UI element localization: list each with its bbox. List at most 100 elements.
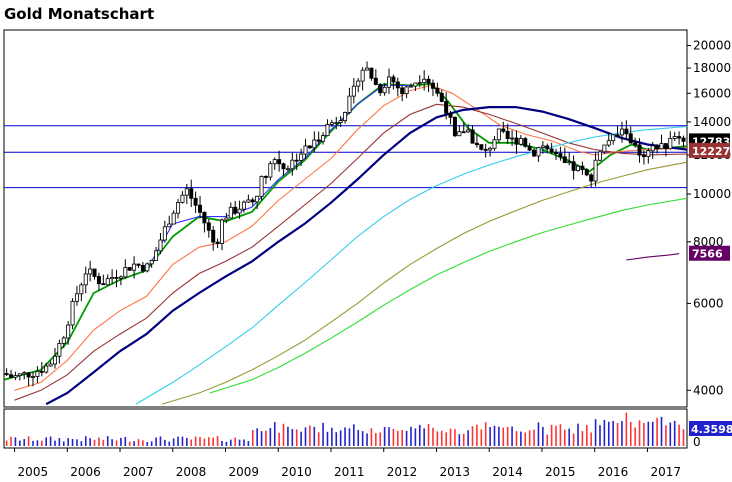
volume-bar <box>458 434 461 446</box>
last-value-tag-bg <box>689 245 730 261</box>
volume-bar <box>23 439 26 446</box>
volume-bar <box>282 423 285 446</box>
candle-body <box>435 87 440 94</box>
candle-body <box>219 219 224 244</box>
candle-body <box>167 223 172 228</box>
volume-bar <box>577 423 579 446</box>
volume-bar <box>238 439 241 446</box>
x-tick-label: 2013 <box>439 465 470 479</box>
candle-body <box>677 136 682 139</box>
y-tick-label: 4000 <box>693 383 724 397</box>
candle-body <box>294 159 299 162</box>
x-tick-label: 2017 <box>650 465 681 479</box>
y-tick-label: 8000 <box>693 235 724 249</box>
volume-indicator-bg <box>689 421 732 436</box>
volume-bar <box>634 427 636 446</box>
volume-bar <box>375 433 377 446</box>
volume-bar <box>590 432 592 446</box>
candle-body <box>338 120 343 123</box>
candle-body <box>250 199 255 203</box>
volume-frame <box>3 408 688 449</box>
candle-body <box>584 169 589 176</box>
volume-bar <box>150 441 153 446</box>
volume-bar <box>528 430 531 446</box>
volume-bar <box>348 428 351 446</box>
volume-bar <box>27 436 30 446</box>
candle-body <box>593 159 598 182</box>
moving-average-line <box>3 83 688 381</box>
candle-body <box>488 147 493 151</box>
candle-body <box>193 197 198 206</box>
candle-body <box>35 370 40 377</box>
volume-bar <box>489 427 491 446</box>
candle-body <box>211 229 216 243</box>
candle-body <box>536 147 541 157</box>
candle-body <box>255 195 260 203</box>
volume-bar <box>537 422 540 446</box>
candle-body <box>48 363 53 367</box>
chart-title: Gold Monatschart <box>4 5 154 23</box>
candle-body <box>127 267 132 271</box>
candle-body <box>285 168 290 171</box>
volume-bar <box>612 420 614 446</box>
volume-bar <box>621 421 623 446</box>
candle-body <box>382 86 387 94</box>
y-tick-label: 20000 <box>693 38 731 52</box>
candle-body <box>540 145 545 149</box>
candle-body <box>457 131 462 137</box>
volume-bar <box>594 419 597 446</box>
volume-bar <box>45 437 47 446</box>
volume-bar <box>93 439 96 446</box>
volume-bar <box>317 432 320 446</box>
candle-body <box>114 276 119 279</box>
candle-body <box>4 373 9 376</box>
candle-body <box>259 176 264 197</box>
candle-body <box>198 204 203 213</box>
volume-bar <box>616 422 619 446</box>
candle-body <box>303 145 308 155</box>
volume-bar <box>533 429 535 446</box>
candle-body <box>118 276 123 279</box>
candle-body <box>202 211 207 224</box>
candle-body <box>430 82 435 89</box>
volume-bar <box>106 436 109 446</box>
volume-bar <box>344 427 346 446</box>
candle-body <box>466 129 471 133</box>
candle-body <box>136 263 141 266</box>
volume-bar <box>229 439 232 446</box>
candle-body <box>646 150 651 158</box>
x-tick-label: 2006 <box>70 465 101 479</box>
candle-body <box>365 67 370 71</box>
volume-bar <box>19 440 21 446</box>
x-tick-label: 2005 <box>18 465 49 479</box>
candle-body <box>633 142 638 146</box>
volume-bar <box>471 426 474 446</box>
candle-body <box>96 276 101 285</box>
volume-bar <box>436 431 439 446</box>
candle-body <box>558 153 563 158</box>
volume-bar <box>243 439 245 446</box>
volume-bar <box>669 422 672 446</box>
volume-bar <box>269 428 272 446</box>
volume-bar <box>520 431 522 446</box>
candle-body <box>281 163 286 170</box>
candle-body <box>70 300 75 326</box>
volume-bar <box>304 427 307 446</box>
volume-bar <box>181 436 184 446</box>
candle-body <box>518 138 523 145</box>
candle-body <box>659 143 664 150</box>
volume-bar <box>335 432 338 446</box>
volume-bar <box>128 441 131 446</box>
candle-body <box>597 151 602 161</box>
volume-bar <box>506 426 509 446</box>
candle-body <box>132 263 137 271</box>
volume-bar <box>120 437 122 446</box>
candle-body <box>606 140 611 146</box>
candle-body <box>189 188 194 199</box>
volume-bar <box>295 429 298 446</box>
volume-bar <box>502 427 505 446</box>
volume-bar <box>559 424 562 446</box>
volume-bar <box>194 436 197 446</box>
volume-bar <box>313 426 316 446</box>
candle-body <box>505 130 510 139</box>
